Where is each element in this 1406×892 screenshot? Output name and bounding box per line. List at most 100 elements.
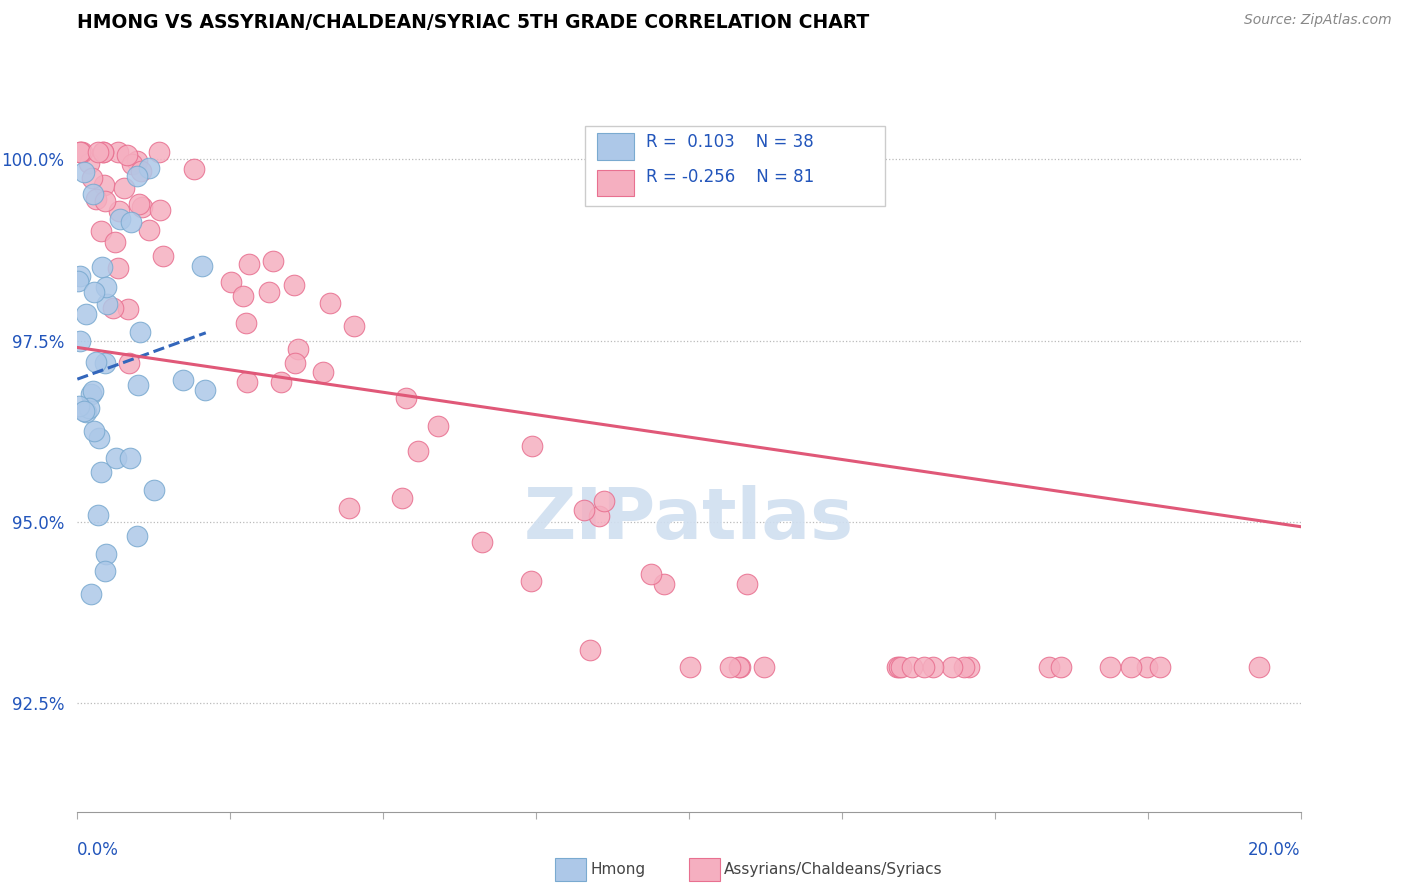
Point <box>73 165 96 179</box>
Point <box>86 193 108 207</box>
Point <box>262 254 284 268</box>
Point <box>86 145 108 160</box>
Point <box>69 145 91 160</box>
Point <box>957 660 980 674</box>
Text: Hmong: Hmong <box>591 863 645 877</box>
Bar <box>598 134 634 160</box>
Point <box>84 355 107 369</box>
Point <box>406 443 429 458</box>
Point <box>117 301 139 316</box>
Point <box>120 215 142 229</box>
Point <box>522 439 544 453</box>
Point <box>194 383 217 397</box>
Point <box>94 547 117 561</box>
Point <box>1050 660 1073 674</box>
Point <box>131 200 153 214</box>
Point <box>257 285 280 299</box>
Point <box>83 424 105 438</box>
Point <box>108 203 131 218</box>
Point <box>588 509 610 524</box>
Point <box>96 279 118 293</box>
Point <box>287 343 309 357</box>
Point <box>90 465 112 479</box>
Point <box>127 529 149 543</box>
Point <box>121 156 143 170</box>
Point <box>82 384 104 399</box>
Text: Assyrians/Chaldeans/Syriacs: Assyrians/Chaldeans/Syriacs <box>724 863 942 877</box>
Point <box>886 660 908 674</box>
Point <box>1038 660 1060 674</box>
Point <box>426 419 449 434</box>
Point <box>890 660 912 674</box>
Point <box>83 285 105 300</box>
Point <box>172 372 194 386</box>
Point <box>69 145 91 160</box>
Point <box>67 399 90 413</box>
Point <box>728 660 751 674</box>
Point <box>73 404 96 418</box>
Point <box>1098 660 1121 674</box>
Text: 20.0%: 20.0% <box>1249 841 1301 859</box>
Point <box>395 391 418 405</box>
Point <box>148 203 170 218</box>
Point <box>232 289 254 303</box>
Point <box>96 296 118 310</box>
Point <box>343 318 366 333</box>
Point <box>101 301 124 315</box>
Point <box>578 643 600 657</box>
Point <box>270 375 292 389</box>
Point <box>319 295 342 310</box>
Point <box>219 275 242 289</box>
Point <box>120 450 142 465</box>
Point <box>125 169 148 184</box>
Point <box>152 249 174 263</box>
Text: HMONG VS ASSYRIAN/CHALDEAN/SYRIAC 5TH GRADE CORRELATION CHART: HMONG VS ASSYRIAN/CHALDEAN/SYRIAC 5TH GR… <box>77 13 869 32</box>
Point <box>75 405 97 419</box>
Point <box>104 235 127 249</box>
Point <box>728 660 751 674</box>
Point <box>94 356 117 370</box>
Point <box>953 660 976 674</box>
Point <box>238 256 260 270</box>
Point <box>129 326 152 340</box>
Text: R =  0.103    N = 38: R = 0.103 N = 38 <box>647 134 814 152</box>
Point <box>128 197 150 211</box>
Point <box>77 401 100 415</box>
Point <box>191 260 214 274</box>
Point <box>678 660 700 674</box>
Point <box>1149 660 1171 674</box>
Point <box>75 307 97 321</box>
Point <box>1247 660 1270 674</box>
Text: Source: ZipAtlas.com: Source: ZipAtlas.com <box>1244 13 1392 28</box>
Point <box>91 145 114 160</box>
Point <box>735 577 758 591</box>
Point <box>67 274 90 288</box>
Point <box>912 660 935 674</box>
Point <box>89 431 111 445</box>
Point <box>93 178 115 193</box>
Point <box>138 223 160 237</box>
FancyBboxPatch shape <box>585 127 884 206</box>
Point <box>471 535 494 549</box>
Point <box>80 587 103 601</box>
Point <box>110 212 132 227</box>
Bar <box>598 169 634 196</box>
Point <box>138 161 160 175</box>
Point <box>572 503 595 517</box>
Point <box>90 224 112 238</box>
Point <box>654 577 676 591</box>
Point <box>77 155 100 169</box>
Point <box>129 164 152 178</box>
Point <box>70 145 93 160</box>
Point <box>941 660 963 674</box>
Point <box>519 574 541 589</box>
Point <box>640 566 662 581</box>
Point <box>80 171 103 186</box>
Point <box>107 145 129 160</box>
Point <box>1136 660 1159 674</box>
Point <box>80 387 103 401</box>
Point <box>921 660 943 674</box>
Point <box>391 491 413 506</box>
Point <box>117 147 139 161</box>
Point <box>87 508 110 522</box>
